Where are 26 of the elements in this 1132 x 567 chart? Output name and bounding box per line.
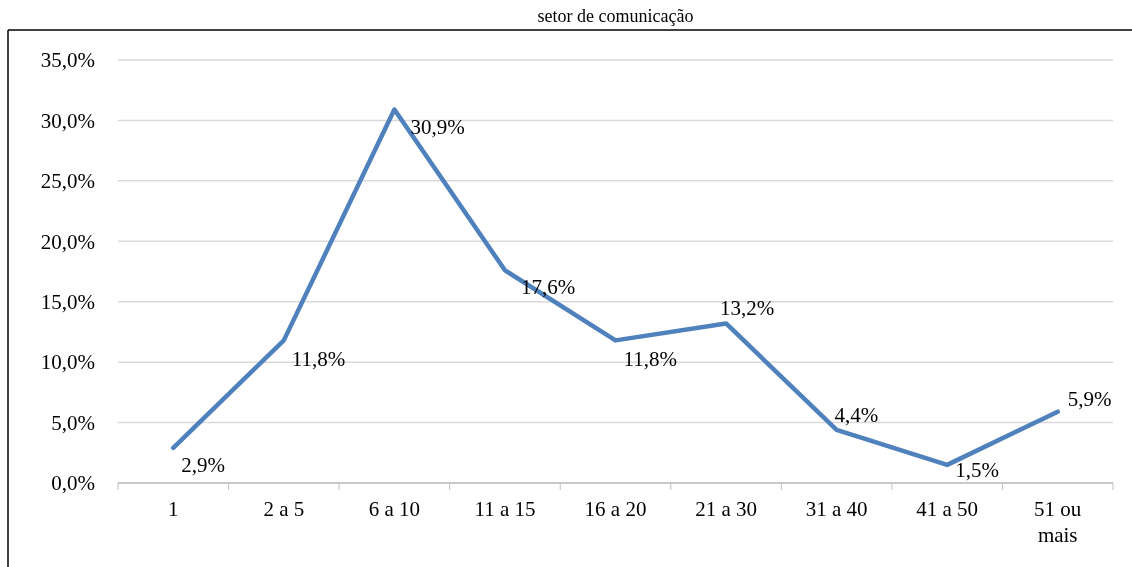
data-label: 13,2% [720,296,775,321]
x-tick-label: 16 a 20 [584,497,647,521]
y-tick-label: 0,0% [51,471,95,496]
x-tick-label: 31 a 40 [805,497,868,521]
x-tick-label: 21 a 30 [695,497,757,521]
x-tick-label: 41 a 50 [916,497,979,521]
chart-title: setor de comunicação [537,6,694,26]
y-tick-label: 20,0% [40,229,95,254]
data-label: 11,8% [623,347,677,372]
y-tick-label: 5,0% [51,410,95,435]
x-tick-label: 11 a 15 [474,497,536,521]
data-label: 30,9% [410,114,465,139]
x-tick-label: 6 a 10 [368,497,421,521]
data-label: 2,9% [181,452,226,477]
data-label: 11,8% [291,347,346,372]
data-label: 4,4% [834,402,879,427]
data-label: 1,5% [955,457,999,482]
y-tick-label: 35,0% [40,48,95,73]
y-tick-label: 25,0% [40,169,95,194]
y-tick-label: 10,0% [40,350,95,375]
x-tick-label: 1 [168,497,179,521]
x-tick-label: 51 ou mais [1034,497,1082,547]
y-tick-label: 15,0% [40,290,95,315]
y-tick-label: 30,0% [40,108,95,133]
data-label: 5,9% [1067,386,1112,411]
x-tick-label: 2 a 5 [263,497,305,521]
